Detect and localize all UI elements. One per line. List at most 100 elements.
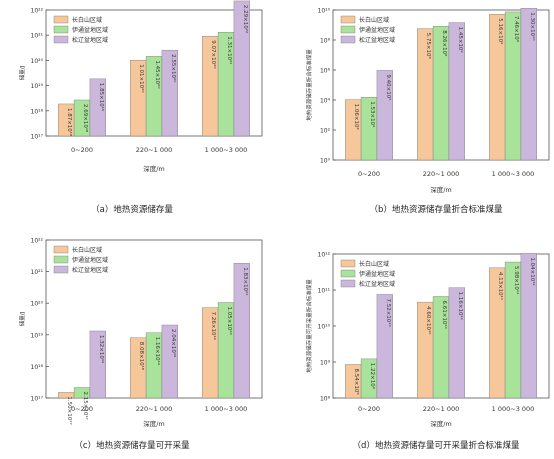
- data-label: 2.04×10¹⁹: [170, 329, 177, 357]
- x-tick-label: 220~1 000: [136, 405, 172, 413]
- data-label: 1.16×10¹¹: [457, 292, 464, 320]
- y-tick-label: 10⁴: [320, 98, 331, 105]
- x-tick-label: 0~200: [71, 146, 93, 154]
- data-label: 1.32×10¹⁹: [98, 335, 105, 363]
- legend-swatch: [340, 35, 356, 44]
- chart-caption: （a）地热资源储存量: [91, 204, 173, 215]
- bar-3-2: [448, 287, 465, 399]
- data-label: 1.45×10⁹: [457, 27, 464, 53]
- data-label: 2.55×10²⁰: [170, 54, 177, 83]
- legend-swatch: [53, 35, 69, 44]
- legend-swatch: [53, 265, 69, 274]
- data-label: 1.85×10¹⁹: [98, 83, 105, 111]
- data-label: 2.29×10²²: [242, 5, 249, 33]
- y-axis-label: 储量/J: [18, 311, 26, 326]
- x-axis-label: 深度/m: [430, 419, 452, 428]
- data-label: 4.60×10¹⁰: [425, 306, 432, 335]
- y-tick-label: 10⁸: [320, 396, 331, 403]
- x-tick-label: 1 000~3 000: [205, 146, 248, 154]
- data-label: 4.13×10¹¹: [497, 272, 504, 300]
- legend-label: 松辽盆地区域: [359, 36, 395, 44]
- legend-label: 长白山区域: [359, 16, 389, 24]
- legend-label: 伊通盆地区域: [72, 256, 108, 264]
- x-tick-label: 220~1 000: [423, 170, 459, 178]
- data-label: 1.83×10²¹: [242, 267, 249, 295]
- y-tick-label: 10²⁰: [31, 58, 44, 65]
- bar-3-2: [448, 22, 465, 161]
- y-tick-label: 10⁰: [320, 158, 331, 165]
- legend-label: 松辽盆地区域: [72, 36, 108, 44]
- data-label: 1.06×10⁴: [353, 104, 360, 131]
- bar-3-1: [376, 294, 393, 399]
- y-tick-label: 10²¹: [31, 33, 44, 40]
- data-label: 1.87×10¹⁸: [66, 108, 73, 137]
- data-label: 8.26×10⁸: [441, 30, 448, 57]
- bar-3-3: [520, 8, 537, 161]
- bar-3-2: [161, 324, 178, 399]
- chart-caption: （b）地热资源储存量折合标准煤量: [370, 204, 503, 215]
- x-tick-label: 220~1 000: [423, 405, 459, 413]
- chart-panel-1: 10¹⁷ 10¹⁸ 10¹⁹ 10²⁰ 10²¹ 10²² 储量/J 1.87×10¹⁸ 2.6…: [18, 0, 263, 215]
- legend-label: 长白山区域: [72, 246, 102, 254]
- y-tick-label: 10⁸: [320, 38, 331, 45]
- y-tick-label: 10⁹: [320, 360, 331, 367]
- bar-3-3: [520, 253, 537, 399]
- y-tick-label: 10¹⁷: [31, 134, 44, 141]
- x-tick-label: 0~200: [358, 405, 380, 413]
- x-axis-label: 深度/m: [143, 164, 165, 173]
- data-label: 1.04×10¹²: [529, 257, 536, 285]
- data-label: 2.69×10¹⁸: [82, 104, 89, 133]
- legend-swatch: [340, 279, 356, 288]
- y-tick-label: 10¹⁰: [318, 324, 331, 331]
- data-label: 1.16×10¹⁹: [154, 337, 161, 365]
- data-label: 5.16×10⁹: [497, 18, 504, 44]
- y-tick-label: 10⁶: [320, 68, 331, 75]
- data-label: 6.61×10¹⁰: [441, 300, 448, 329]
- legend-swatch: [340, 269, 356, 278]
- x-tick-label: 1 000~3 000: [492, 405, 535, 413]
- y-tick-label: 10¹²: [318, 252, 331, 259]
- data-label: 1.01×10²⁰: [138, 64, 145, 93]
- legend-swatch: [53, 245, 69, 254]
- legend-swatch: [53, 15, 69, 24]
- legend-swatch: [340, 259, 356, 268]
- y-axis-label: 地热资源储存量折合标准煤量: [305, 49, 313, 121]
- bar-3-1: [89, 330, 106, 399]
- y-axis-label: 地热资源储存量可开采量折合标准煤量: [305, 279, 313, 373]
- data-label: 7.26×10¹⁹: [210, 312, 217, 340]
- y-tick-label: 10²⁰: [31, 301, 44, 308]
- data-label: 9.07×10²⁰: [210, 40, 217, 69]
- data-label: 1.30×10¹⁰: [529, 12, 536, 41]
- y-tick-label: 10²: [320, 128, 331, 135]
- x-tick-label: 220~1 000: [136, 146, 172, 154]
- data-label: 8.08×10¹⁸: [138, 342, 145, 371]
- x-tick-label: 0~200: [358, 170, 380, 178]
- chart-caption: （d）地热资源储存量可开采量折合标准煤量: [353, 440, 520, 451]
- bar-3-1: [89, 78, 106, 137]
- data-label: 1.45×10²⁰: [154, 60, 161, 89]
- x-tick-label: 0~200: [71, 405, 93, 413]
- legend-swatch: [53, 25, 69, 34]
- legend-label: 伊通盆地区域: [359, 270, 395, 278]
- chart-caption: （c）地热资源储存量可开采量: [74, 440, 190, 451]
- data-label: 5.98×10¹¹: [513, 266, 520, 294]
- data-label: 2.15×10¹⁷: [82, 391, 89, 419]
- data-label: 5.75×10⁸: [425, 33, 432, 60]
- legend-label: 长白山区域: [72, 16, 102, 24]
- bar-3-2: [161, 49, 178, 137]
- x-axis-label: 深度/m: [143, 419, 165, 428]
- legend-label: 伊通盆地区域: [72, 26, 108, 34]
- legend-label: 松辽盆地区域: [359, 280, 395, 288]
- data-label: 9.40×10⁵: [385, 74, 392, 100]
- y-tick-label: 10¹⁰: [318, 8, 331, 15]
- chart-panel-4: 10⁸ 10⁹ 10¹⁰ 10¹¹ 10¹² 地热资源储存量可开采量折合标准煤量 8.54×…: [305, 252, 550, 451]
- x-axis-label: 深度/m: [430, 185, 452, 194]
- data-label: 7.46×10⁹: [513, 16, 520, 42]
- data-label: 1.53×10⁴: [369, 101, 376, 128]
- y-tick-label: 10¹⁹: [31, 332, 44, 339]
